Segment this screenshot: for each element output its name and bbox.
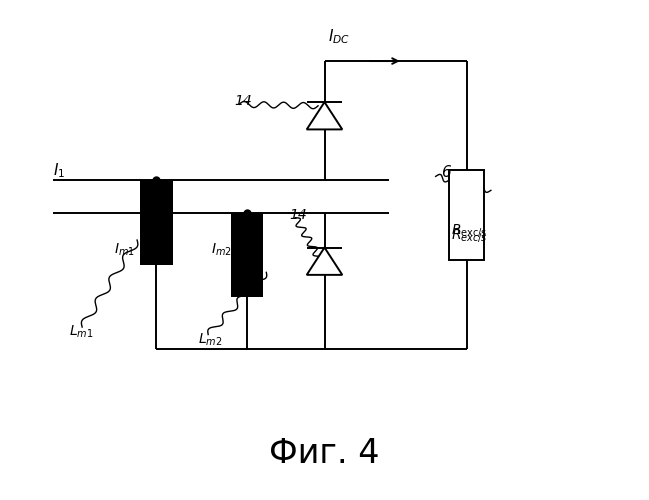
Text: $I_{m1}$: $I_{m1}$: [114, 242, 135, 258]
Text: $I_{m2}$: $I_{m2}$: [212, 242, 232, 258]
Text: $R_{exc/s}$: $R_{exc/s}$: [450, 226, 487, 244]
Text: $I_1$: $I_1$: [53, 161, 66, 180]
Bar: [231, 212, 263, 297]
Polygon shape: [307, 248, 342, 275]
Text: 14: 14: [289, 208, 307, 222]
Polygon shape: [307, 102, 342, 130]
Text: $I_{DC}$: $I_{DC}$: [328, 27, 350, 46]
Text: Фиг. 4: Фиг. 4: [269, 438, 380, 470]
Text: $L_{m2}$: $L_{m2}$: [199, 332, 223, 347]
Text: 6: 6: [441, 166, 450, 180]
Bar: [140, 180, 173, 265]
Text: $R_{\mathrm{exc/s}}$: $R_{\mathrm{exc/s}}$: [450, 222, 487, 238]
Text: $L_{m1}$: $L_{m1}$: [69, 324, 93, 340]
Text: 14: 14: [234, 94, 252, 108]
Bar: [449, 170, 484, 260]
